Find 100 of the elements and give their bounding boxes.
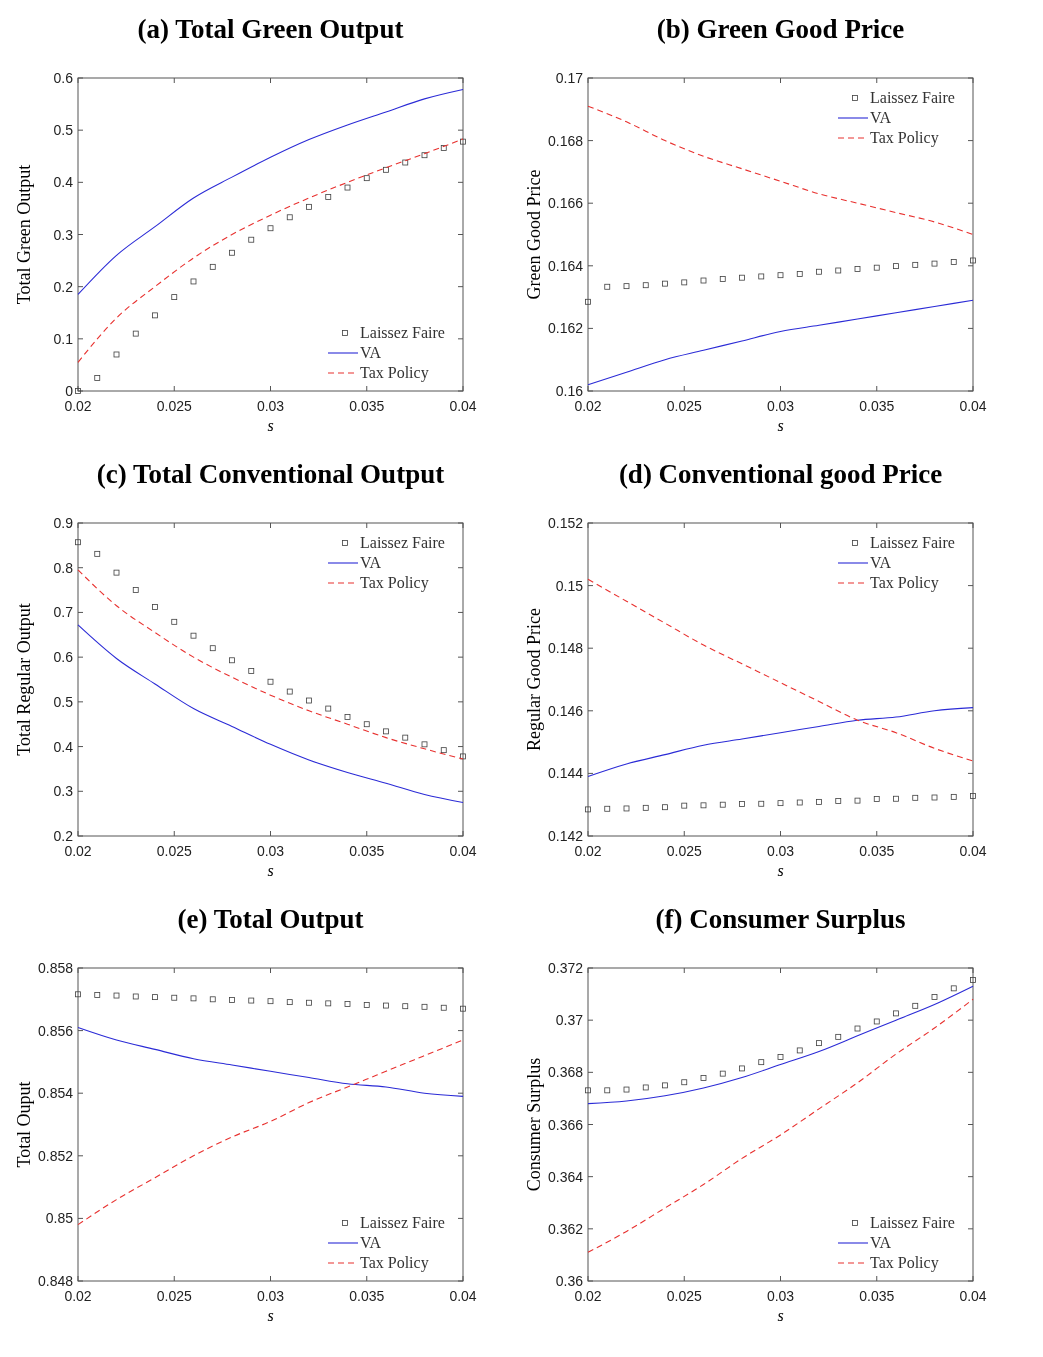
y-tick-label: 0.362 [547, 1220, 584, 1237]
x-axis-title: s [267, 1307, 274, 1324]
point [229, 657, 235, 664]
point [854, 797, 861, 804]
point [248, 236, 255, 243]
point [267, 998, 274, 1005]
point [190, 632, 197, 639]
point [931, 260, 938, 267]
point [873, 1018, 880, 1025]
y-tick-label: 0.856 [37, 1022, 74, 1039]
chart-title: (b) Green Good Price [656, 14, 905, 44]
point [777, 272, 784, 279]
y-tick-label: 0.2 [53, 278, 74, 295]
y-axis-title: Total Ouput [14, 1081, 34, 1168]
y-tick-label: 0.852 [37, 1147, 74, 1164]
y-tick-label: 0.5 [53, 122, 74, 139]
point [383, 728, 389, 735]
chart-title: (c) Total Conventional Output [96, 459, 445, 489]
x-axis-title: s [777, 1307, 784, 1324]
y-tick-label: 0.372 [547, 960, 584, 976]
point [421, 741, 428, 748]
point [325, 705, 332, 712]
point [835, 267, 842, 274]
point [585, 1087, 591, 1094]
point [363, 721, 370, 728]
y-axis-title: Green Good Price [524, 169, 544, 300]
point [94, 992, 101, 998]
line-series [77, 569, 464, 760]
x-tick-label: 0.02 [64, 1288, 92, 1304]
y-tick-label: 0.9 [53, 515, 74, 531]
x-tick-label: 0.04 [449, 398, 477, 414]
point [604, 805, 611, 812]
chart-title: (f) Consumer Surplus [655, 904, 906, 934]
point [662, 804, 668, 811]
point [113, 351, 120, 358]
legend-label: Laissez Faire [870, 534, 955, 551]
point [440, 1004, 447, 1011]
line-series [587, 998, 974, 1253]
y-tick-label: 0.146 [547, 702, 584, 719]
y-tick-label: 0.16 [555, 383, 584, 399]
legend-label: Tax Policy [870, 574, 939, 592]
point [931, 794, 938, 801]
x-tick-label: 0.03 [766, 843, 795, 859]
point [402, 1003, 409, 1010]
y-axis-title: Total Regular Output [14, 603, 34, 756]
point [623, 283, 630, 290]
point [912, 794, 919, 801]
point [585, 298, 591, 305]
y-tick-label: 0.36 [555, 1273, 584, 1289]
line-series [77, 138, 464, 363]
point [777, 800, 784, 807]
point [267, 678, 274, 685]
x-axis-title: s [267, 862, 274, 879]
y-tick-label: 0.368 [547, 1064, 584, 1081]
x-tick-label: 0.04 [959, 843, 987, 859]
point [777, 1054, 784, 1060]
point [209, 996, 216, 1003]
y-tick-label: 0.848 [37, 1273, 74, 1289]
point [460, 1005, 466, 1012]
y-tick-label: 0.2 [53, 828, 74, 844]
point [75, 539, 81, 546]
y-tick-label: 0.3 [53, 226, 74, 243]
y-tick-label: 0.8 [53, 559, 74, 576]
x-tick-label: 0.025 [156, 843, 192, 859]
point [460, 138, 466, 145]
point [344, 714, 351, 720]
point [363, 1002, 370, 1008]
point [854, 1025, 861, 1032]
line-series [587, 985, 974, 1105]
point [209, 645, 216, 652]
point [171, 294, 178, 300]
chart-title: (a) Total Green Output [137, 14, 404, 44]
point [873, 264, 880, 271]
point [642, 282, 649, 289]
y-tick-label: 0.3 [53, 783, 74, 800]
legend-label: VA [360, 1234, 382, 1251]
point [267, 225, 274, 232]
legend-label: VA [360, 554, 382, 571]
point [642, 804, 649, 811]
point [950, 259, 957, 265]
point [758, 273, 765, 280]
x-axis-title: s [777, 417, 784, 434]
y-axis-title: Consumer Surplus [524, 1057, 544, 1192]
point [344, 184, 351, 191]
line-series [587, 299, 974, 386]
point [700, 802, 707, 809]
point [286, 214, 293, 221]
point [190, 995, 197, 1002]
point [325, 1000, 332, 1007]
x-tick-label: 0.04 [959, 1288, 987, 1304]
point [171, 618, 178, 625]
y-tick-label: 0.37 [555, 1012, 584, 1029]
x-tick-label: 0.02 [574, 843, 602, 859]
point [893, 795, 899, 802]
point [893, 1010, 899, 1017]
point [719, 276, 726, 282]
point [75, 991, 81, 998]
y-tick-label: 0 [65, 383, 74, 399]
y-tick-label: 0.168 [547, 132, 584, 149]
line-series [77, 1026, 464, 1097]
